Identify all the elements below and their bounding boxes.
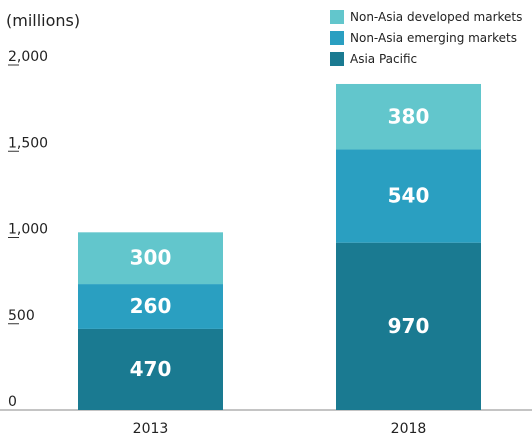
y-tick-label: 1,000: [8, 222, 48, 238]
y-tick-label: 1,500: [8, 135, 48, 151]
value-label: 300: [130, 246, 172, 270]
value-label: 260: [130, 294, 172, 318]
value-label: 970: [388, 314, 430, 338]
legend-label: Non-Asia developed markets: [350, 10, 522, 24]
y-tick-label: 0: [8, 394, 17, 410]
bar-segment: [78, 232, 223, 285]
legend-swatch: [330, 10, 344, 24]
value-label: 470: [130, 357, 172, 381]
value-label: 540: [388, 184, 430, 208]
bar-segment: [78, 284, 223, 329]
value-label: 380: [388, 104, 430, 128]
bar-segment: [78, 328, 223, 410]
bar-segment: [336, 242, 481, 410]
y-tick-label: 2,000: [8, 49, 48, 65]
legend-swatch: [330, 52, 344, 66]
y-axis-label: (millions): [6, 11, 80, 30]
bar-segment: [336, 149, 481, 243]
x-tick-label: 2013: [133, 421, 169, 437]
legend-swatch: [330, 31, 344, 45]
legend-label: Non-Asia emerging markets: [350, 31, 517, 45]
x-tick-label: 2018: [391, 421, 427, 437]
legend-label: Asia Pacific: [350, 52, 417, 66]
bar-segment: [336, 83, 481, 150]
y-tick-label: 500: [8, 308, 35, 324]
